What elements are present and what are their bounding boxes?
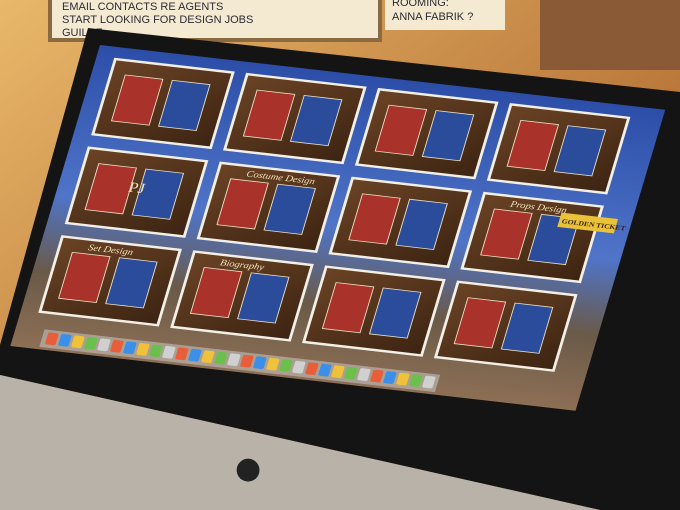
portfolio-page	[486, 103, 631, 195]
dock-icon	[422, 375, 436, 389]
page-image	[105, 257, 158, 309]
page-image	[348, 193, 401, 245]
dock-icon	[383, 371, 397, 384]
portfolio-page	[91, 57, 235, 150]
dock-icon	[175, 347, 189, 361]
note-line: ANNA FABRIK ?	[392, 11, 473, 23]
dock-icon	[162, 345, 176, 359]
notice-board: EMAIL CONTACTS RE AGENTS START LOOKING F…	[48, 0, 680, 70]
page-image	[321, 282, 375, 334]
dock-icon	[279, 359, 293, 373]
dock-icon	[344, 366, 358, 380]
dock-icon	[370, 369, 384, 383]
page-image	[158, 79, 211, 132]
page-image	[500, 302, 554, 354]
note-line: EMAIL CONTACTS RE AGENTS	[62, 1, 223, 13]
page-image	[421, 110, 475, 162]
dock-icon	[318, 363, 332, 377]
dock-icon	[227, 353, 241, 367]
page-image	[189, 266, 243, 319]
dock-icon	[123, 341, 137, 355]
dock-icon	[214, 351, 228, 365]
page-image	[506, 119, 560, 171]
portfolio-page	[433, 280, 578, 372]
note-line: START LOOKING FOR DESIGN JOBS	[62, 14, 253, 26]
page-image	[480, 208, 533, 260]
dock-icon	[240, 354, 254, 368]
monitor-chin	[0, 375, 600, 510]
dock-icon	[357, 368, 371, 381]
page-image	[263, 183, 316, 235]
portfolio-page	[328, 176, 473, 269]
page-image	[395, 198, 448, 250]
dock-icon	[149, 344, 163, 358]
page-image	[368, 287, 422, 339]
dock-icon	[71, 335, 85, 349]
dock-icon	[110, 339, 124, 353]
dock-icon	[188, 348, 202, 362]
page-image	[453, 297, 507, 349]
portfolio-page	[302, 265, 446, 357]
page-image	[216, 178, 269, 230]
dock-icon	[396, 372, 410, 386]
apple-logo: ●	[235, 451, 261, 486]
note-line: ROOMING:	[392, 0, 449, 9]
dock-icon	[305, 362, 319, 375]
dock-icon	[253, 356, 267, 370]
dock-icon	[201, 350, 215, 364]
dock-icon	[45, 332, 59, 346]
page-image	[553, 125, 607, 177]
page-image	[289, 94, 343, 147]
ticket	[557, 212, 619, 234]
page-image	[110, 74, 164, 126]
dock-icon	[266, 357, 280, 371]
dock-icon	[331, 365, 345, 378]
dock-icon	[136, 342, 150, 356]
page-image	[131, 168, 185, 220]
dock-icon	[84, 336, 98, 350]
page-image	[58, 251, 111, 304]
page-image	[374, 104, 428, 156]
page-image	[84, 163, 138, 215]
logo: PJ	[126, 180, 147, 197]
portfolio-page	[222, 72, 367, 165]
dock-icon	[58, 334, 72, 347]
dock-icon	[292, 360, 306, 374]
dock-icon	[97, 338, 111, 352]
page-image	[237, 272, 290, 324]
portfolio-page	[354, 87, 499, 180]
dock-icon	[409, 374, 423, 387]
page-image	[242, 89, 296, 141]
